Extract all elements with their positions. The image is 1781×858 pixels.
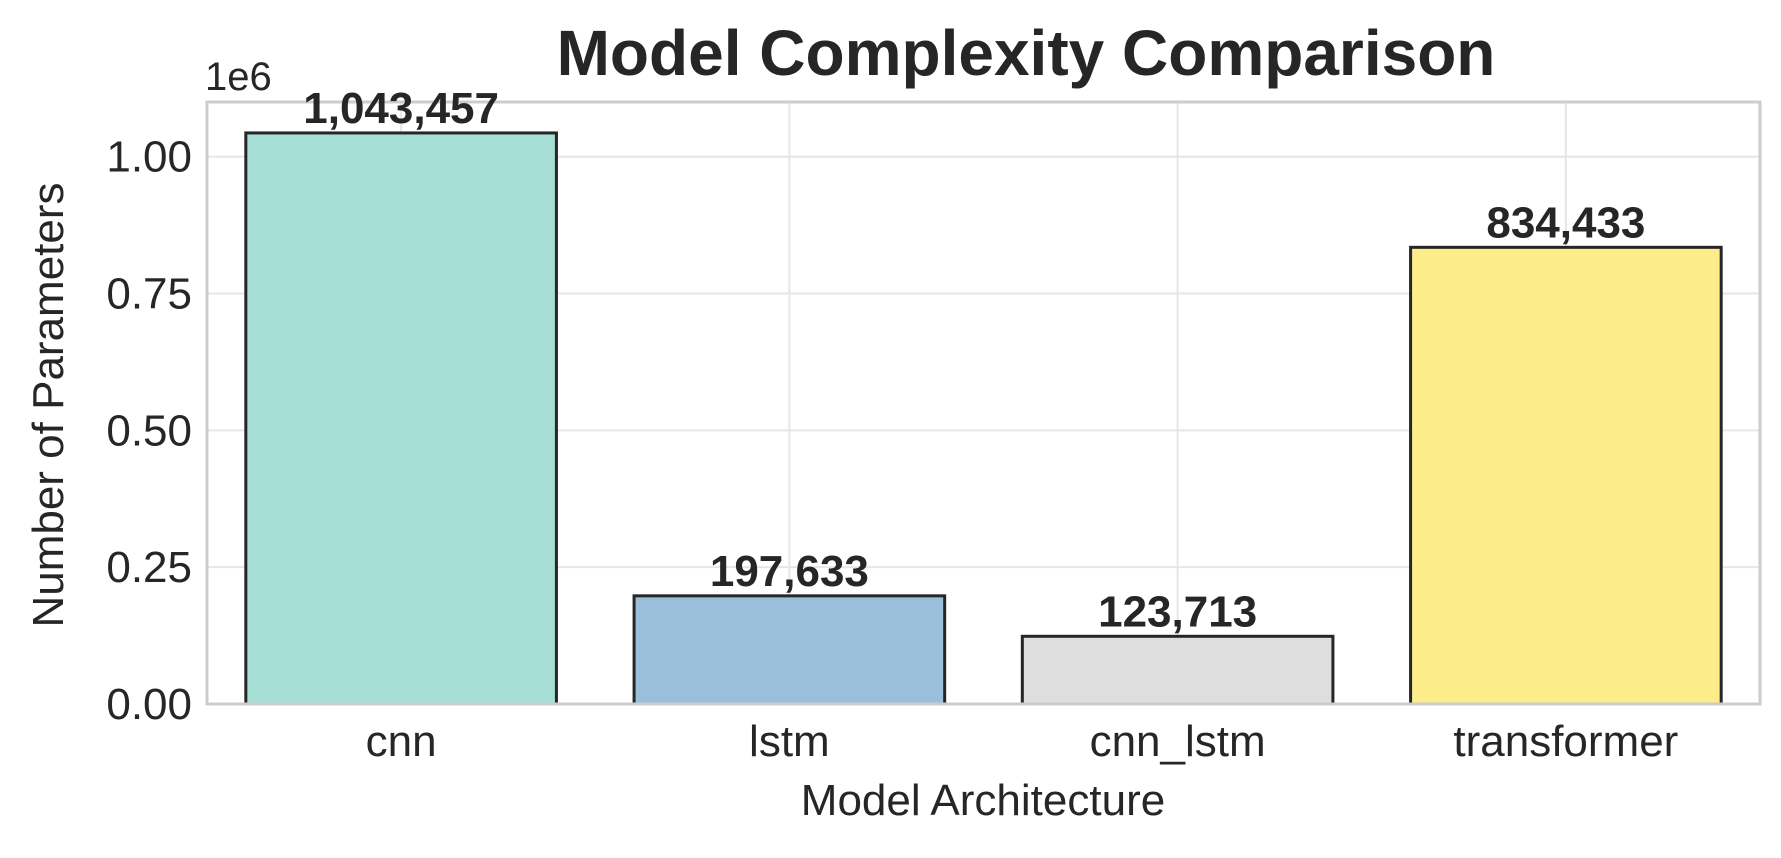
y-ticks: 0.00 0.25 0.50 0.75 1.00 bbox=[106, 133, 192, 729]
y-tick-label: 0.00 bbox=[106, 680, 192, 729]
x-tick-label: cnn bbox=[366, 717, 437, 766]
data-labels: 1,043,457 197,633 123,713 834,433 bbox=[303, 84, 1645, 636]
x-axis-title: Model Architecture bbox=[801, 776, 1165, 825]
bar-lstm bbox=[632, 594, 947, 706]
data-label: 197,633 bbox=[710, 547, 869, 596]
chart-title: Model Complexity Comparison bbox=[557, 17, 1496, 89]
x-ticks: cnn lstm cnn_lstm transformer bbox=[366, 717, 1679, 766]
y-tick-label: 1.00 bbox=[106, 133, 192, 182]
x-tick-label: transformer bbox=[1453, 717, 1678, 766]
bars bbox=[244, 131, 1723, 706]
data-label: 123,713 bbox=[1098, 587, 1257, 636]
bar-transformer bbox=[1409, 245, 1723, 706]
y-tick-label: 0.25 bbox=[106, 543, 192, 592]
x-tick-label: cnn_lstm bbox=[1090, 717, 1266, 766]
data-label: 1,043,457 bbox=[303, 84, 499, 133]
data-label: 834,433 bbox=[1486, 198, 1645, 247]
x-tick-label: lstm bbox=[749, 717, 830, 766]
plot-frame bbox=[205, 100, 1762, 706]
bar-cnn-lstm bbox=[1020, 634, 1335, 706]
bar-cnn bbox=[244, 131, 558, 706]
y-tick-label: 0.75 bbox=[106, 270, 192, 319]
y-axis-title: Number of Parameters bbox=[24, 182, 73, 627]
y-axis-scale-offset: 1e6 bbox=[205, 55, 272, 99]
y-tick-label: 0.50 bbox=[106, 406, 192, 455]
